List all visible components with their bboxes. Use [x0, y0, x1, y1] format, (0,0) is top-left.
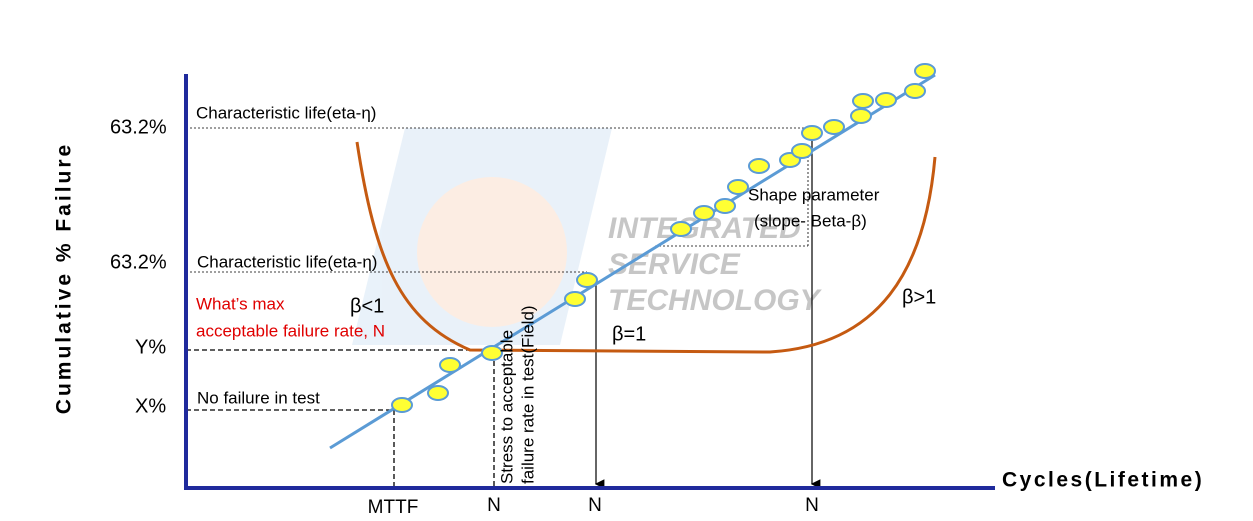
x-label: MTTF: [368, 497, 419, 518]
x-label: N: [487, 495, 501, 516]
watermark: INTEGRATED SERVICE TECHNOLOGY: [352, 128, 823, 345]
y-label: X%: [135, 395, 166, 417]
annotation: No failure in test: [197, 388, 320, 407]
x-label: N: [805, 495, 819, 516]
bathtub-curve: [355, 141, 937, 354]
annotation: β<1: [350, 295, 384, 317]
y-axis-title: Cumulative % Failure: [53, 142, 76, 414]
guides: [186, 127, 821, 489]
y-label: 63.2%: [110, 116, 167, 138]
annotation: (slope- Beta-β): [754, 211, 867, 230]
annotation: Characteristic life(eta-η): [197, 252, 377, 271]
points: [391, 63, 936, 413]
annotation: acceptable failure rate, N: [196, 321, 385, 340]
annotation: Shape parameter: [748, 185, 880, 204]
x-axis-title: Cycles(Lifetime): [1002, 469, 1204, 492]
annotation: β>1: [902, 286, 936, 308]
watermark-text: TECHNOLOGY: [608, 284, 823, 317]
x-label: N: [588, 495, 602, 516]
y-label: 63.2%: [110, 251, 167, 273]
annotation: Characteristic life(eta-η): [196, 103, 376, 122]
y-label: Y%: [135, 336, 166, 358]
weibull-line: [329, 73, 936, 450]
annotation: What’s max: [196, 294, 285, 313]
annotation: β=1: [612, 323, 646, 345]
annotation: failure rate in test(Field): [518, 305, 537, 484]
annotation: Stress to acceptable: [497, 330, 516, 484]
